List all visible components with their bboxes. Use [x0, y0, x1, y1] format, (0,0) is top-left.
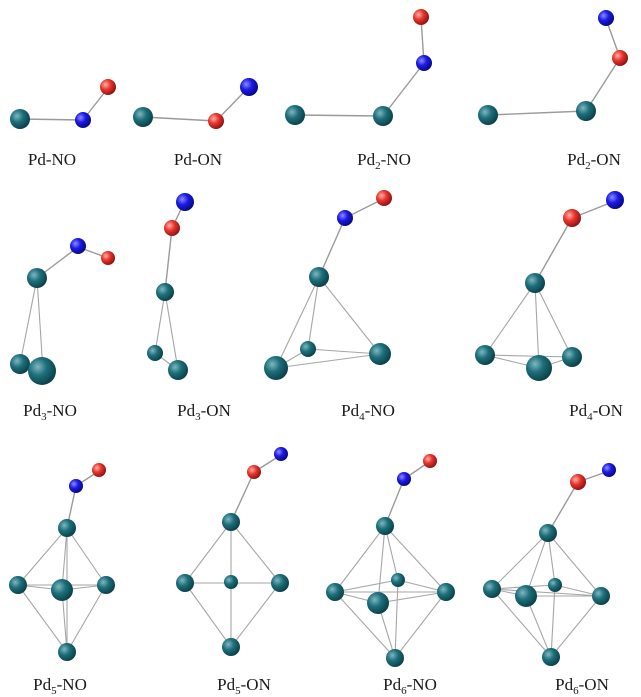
pd-atom	[369, 343, 391, 365]
structure-label: Pd2-ON	[567, 150, 621, 172]
pd-atom	[264, 356, 288, 380]
pd-atom	[133, 107, 153, 127]
pd-atom	[58, 519, 76, 537]
pd-atom	[391, 573, 405, 587]
pd-atom	[539, 524, 557, 542]
structure-pd4-on: Pd4-ON	[475, 191, 624, 423]
pd-atom	[309, 267, 329, 287]
structure-pd2-on: Pd2-ON	[478, 10, 628, 172]
pd-atom	[437, 583, 455, 601]
o-atom	[92, 463, 106, 477]
pd-atom	[168, 360, 188, 380]
pd-atom	[475, 345, 495, 365]
o-atom	[100, 79, 116, 95]
structure-pd3-no: Pd3-NO	[10, 238, 115, 423]
o-atom	[208, 113, 224, 129]
n-atom	[337, 210, 353, 226]
structure-pd6-on: Pd6-ON	[483, 463, 616, 697]
n-atom	[75, 112, 91, 128]
structure-pd2-no: Pd2-NO	[285, 9, 432, 172]
pd-atom	[58, 643, 76, 661]
pd-atom	[373, 106, 393, 126]
pd-atom	[386, 649, 404, 667]
structure-pd1-no: Pd-NO	[10, 79, 116, 169]
o-atom	[563, 209, 581, 227]
pd-atom	[285, 105, 305, 125]
pd-atom	[28, 357, 56, 385]
structure-label: Pd3-ON	[177, 401, 231, 423]
o-atom	[101, 251, 115, 265]
o-atom	[423, 454, 437, 468]
pd-atom	[224, 575, 238, 589]
structure-label: Pd4-ON	[569, 401, 623, 423]
o-atom	[247, 465, 261, 479]
pd-atom	[27, 268, 47, 288]
pd-atom	[222, 513, 240, 531]
pd-atom	[562, 347, 582, 367]
pd-atom	[9, 576, 27, 594]
pd-atom	[548, 578, 562, 592]
structure-pd1-on: Pd-ON	[133, 78, 258, 169]
pd-atom	[147, 345, 163, 361]
structure-label: Pd-NO	[28, 150, 76, 169]
n-atom	[240, 78, 258, 96]
pd-atom	[156, 283, 174, 301]
structure-label: Pd5-ON	[217, 675, 271, 697]
pd-atom	[576, 101, 596, 121]
n-atom	[602, 463, 616, 477]
n-atom	[598, 10, 614, 26]
pd-atom	[51, 579, 73, 601]
structure-label: Pd6-ON	[555, 675, 609, 697]
pd-atom	[222, 638, 240, 656]
pd-atom	[300, 341, 316, 357]
o-atom	[413, 9, 429, 25]
n-atom	[176, 193, 194, 211]
pd-atom	[326, 583, 344, 601]
pd-atom	[526, 355, 552, 381]
structure-pd5-on: Pd5-ON	[176, 447, 289, 697]
pd-atom	[525, 273, 545, 293]
n-atom	[416, 55, 432, 71]
structure-label: Pd4-NO	[341, 401, 395, 423]
pd-atom	[97, 576, 115, 594]
n-atom	[69, 479, 83, 493]
n-atom	[70, 238, 86, 254]
n-atom	[397, 472, 411, 486]
pd-atom	[367, 592, 389, 614]
pd-atom	[10, 354, 30, 374]
pd-atom	[376, 517, 394, 535]
n-atom	[606, 191, 624, 209]
structure-label: Pd5-NO	[33, 675, 87, 697]
structure-label: Pd6-NO	[383, 675, 437, 697]
pd-atom	[176, 574, 194, 592]
o-atom	[570, 474, 586, 490]
pd-atom	[592, 587, 610, 605]
structure-label: Pd2-NO	[357, 150, 411, 172]
o-atom	[376, 190, 392, 206]
structure-pd5-no: Pd5-NO	[9, 463, 115, 697]
structure-label: Pd3-NO	[23, 401, 77, 423]
pd-atom	[483, 580, 501, 598]
pd-atom	[10, 109, 30, 129]
pd-atom	[542, 648, 560, 666]
o-atom	[612, 50, 628, 66]
structure-pd6-no: Pd6-NO	[326, 454, 455, 697]
o-atom	[164, 220, 180, 236]
pd-atom	[478, 105, 498, 125]
n-atom	[274, 447, 288, 461]
pd-atom	[271, 574, 289, 592]
structure-label: Pd-ON	[174, 150, 222, 169]
pd-atom	[515, 585, 537, 607]
structure-pd4-no: Pd4-NO	[264, 190, 395, 423]
structure-pd3-on: Pd3-ON	[147, 193, 231, 423]
